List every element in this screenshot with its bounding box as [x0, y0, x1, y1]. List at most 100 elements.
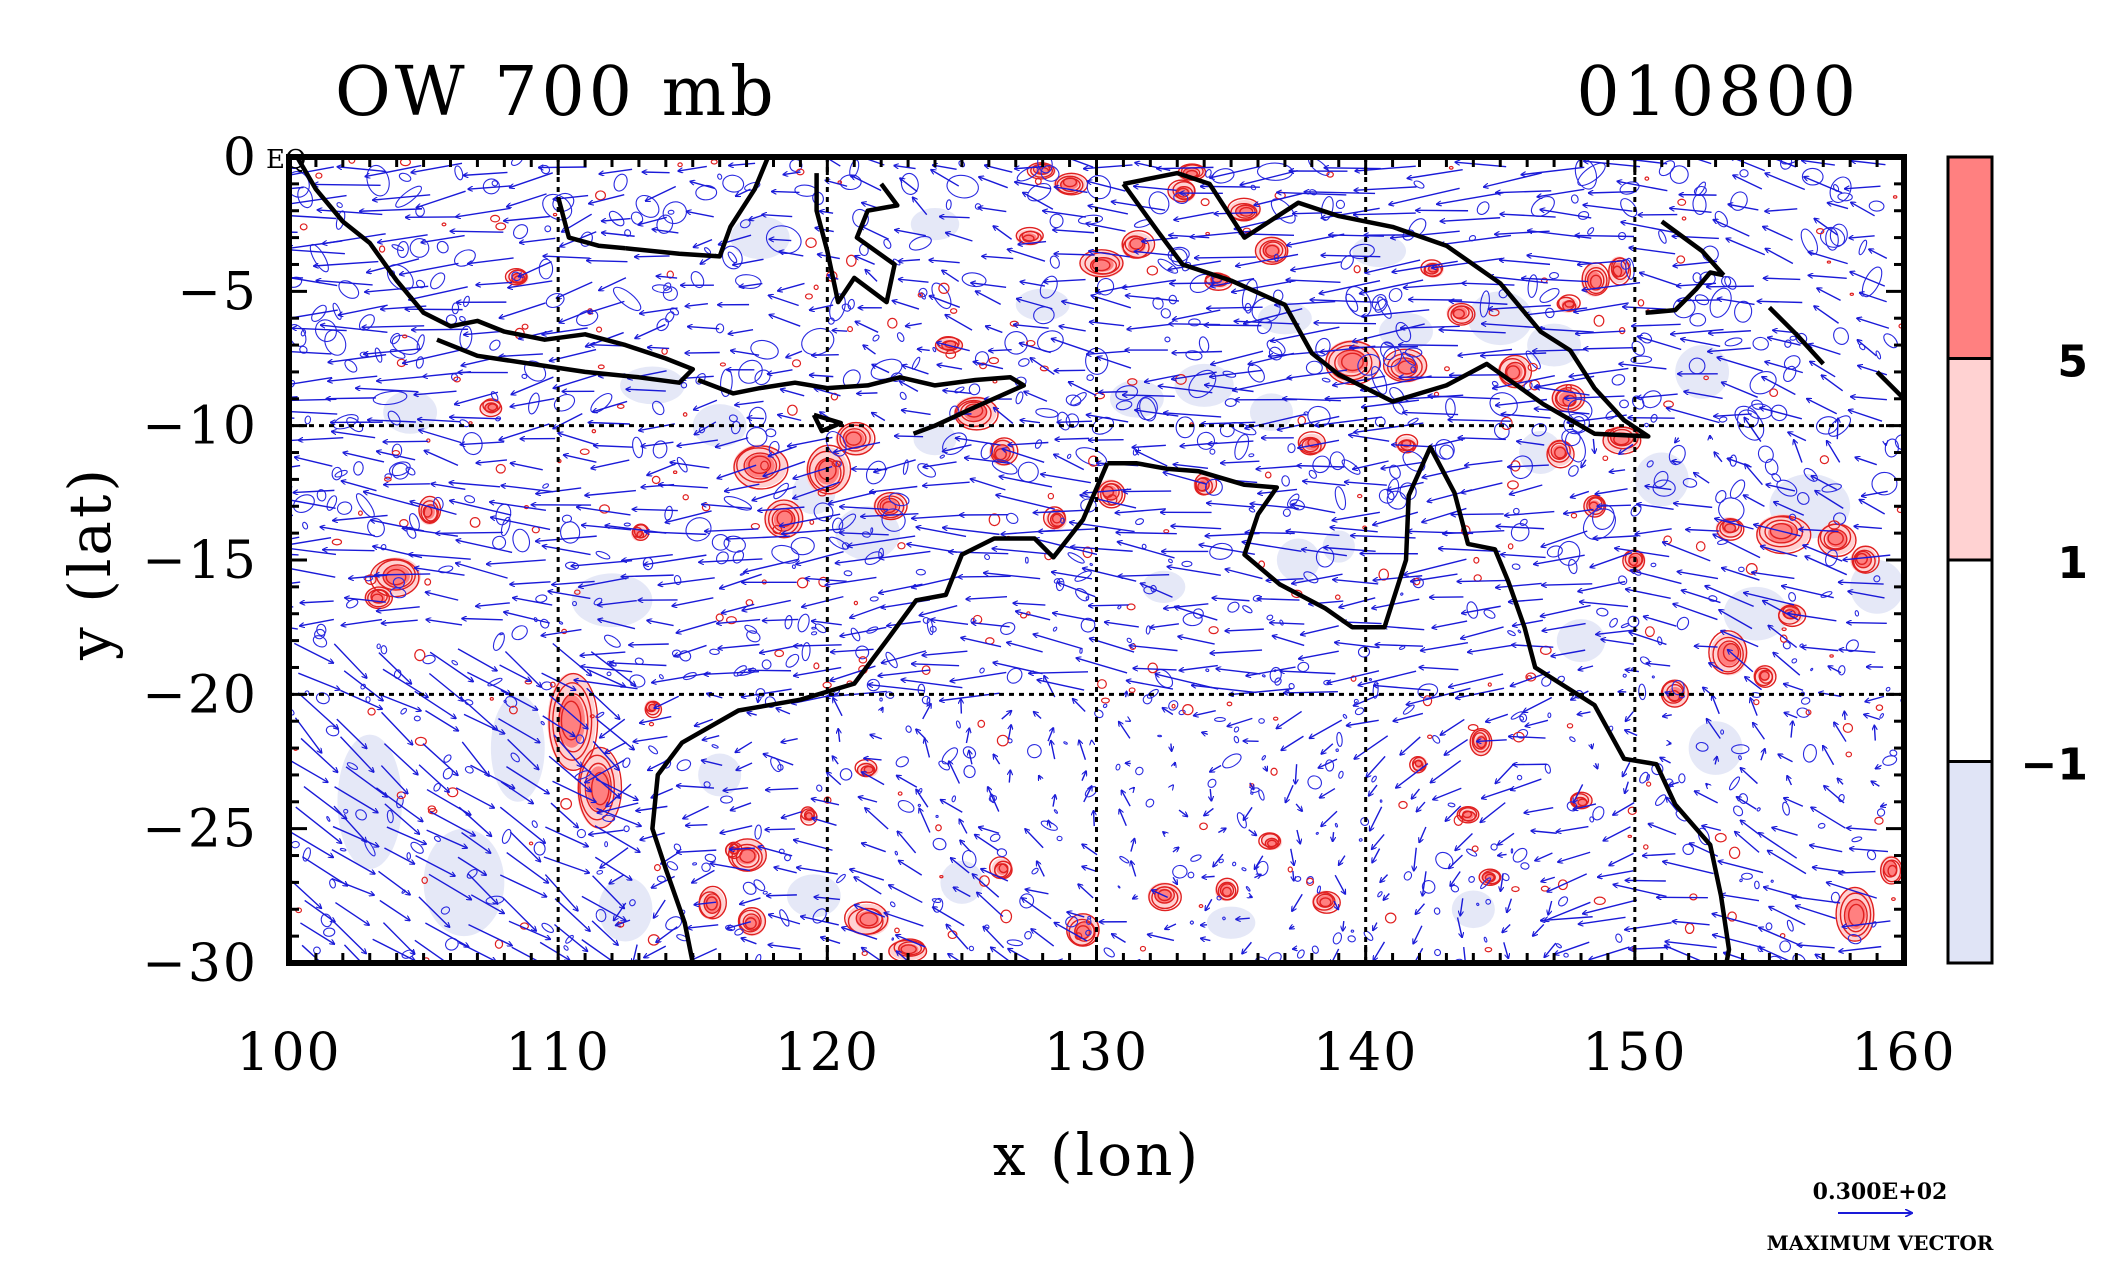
negative-ow-contour [962, 746, 977, 759]
negative-ow-region [423, 828, 505, 937]
negative-ow-contour [1371, 366, 1388, 395]
wind-vector [642, 172, 670, 173]
negative-ow-contour [353, 461, 364, 476]
positive-ow-contour [1234, 204, 1256, 219]
positive-ow-contour [1708, 630, 1748, 675]
y-tick-label: −5 [177, 262, 258, 322]
positive-ow-contour [1562, 300, 1577, 312]
negative-ow-contour [721, 245, 743, 270]
negative-ow-contour [596, 869, 604, 875]
positive-ow-contour [1259, 239, 1287, 263]
wind-vector [384, 484, 430, 485]
negative-ow-contour [613, 173, 628, 192]
wind-vector [1837, 418, 1838, 440]
wind-vector [1333, 832, 1334, 841]
negative-ow-contour [814, 623, 827, 634]
negative-ow-contour [996, 848, 1008, 858]
positive-ow-contour [1022, 234, 1035, 243]
x-tick-label: 150 [1582, 1023, 1687, 1083]
negative-ow-contour [1587, 227, 1595, 235]
negative-ow-contour [1646, 774, 1650, 781]
negative-ow-contour [1399, 482, 1417, 501]
negative-ow-region [1467, 291, 1533, 346]
negative-ow-contour [1115, 400, 1133, 411]
positive-ow-contour [859, 912, 879, 927]
negative-ow-contour [1796, 707, 1810, 718]
negative-ow-contour [415, 356, 424, 369]
negative-ow-contour [511, 625, 528, 641]
negative-ow-contour [1407, 417, 1419, 425]
wind-vector [1536, 966, 1544, 977]
positive-ow-contour [748, 455, 772, 475]
negative-ow-contour [1261, 755, 1267, 761]
wind-vector [450, 231, 504, 232]
x-tick-label: 110 [506, 1023, 611, 1083]
negative-ow-contour [1196, 431, 1216, 450]
negative-ow-contour [1720, 729, 1725, 735]
negative-ow-contour [946, 174, 979, 199]
negative-ow-contour [1757, 445, 1774, 464]
positive-ow-contour [1047, 509, 1066, 528]
negative-ow-contour [797, 613, 810, 633]
wind-vector [421, 966, 459, 982]
wind-vector [505, 965, 549, 990]
negative-ow-contour [1517, 629, 1522, 634]
negative-ow-contour [870, 527, 874, 534]
negative-ow-contour [1085, 929, 1092, 936]
negative-ow-contour [360, 683, 366, 690]
negative-ow-contour [765, 428, 777, 438]
negative-ow-contour [1577, 162, 1606, 187]
negative-ow-region [698, 753, 742, 797]
positive-ow-contour [385, 568, 407, 586]
positive-ow-contour [1452, 305, 1470, 320]
negative-ow-contour [1033, 306, 1055, 325]
negative-ow-contour [1403, 871, 1413, 881]
negative-ow-contour [1004, 331, 1028, 355]
positive-ow-contour [1341, 352, 1364, 372]
negative-ow-contour [564, 561, 580, 570]
title-left: OW 700 mb [335, 53, 778, 132]
negative-ow-contour [701, 862, 711, 872]
negative-ow-contour [302, 847, 311, 862]
negative-ow-contour [1214, 717, 1226, 722]
negative-ow-contour [487, 677, 503, 687]
positive-ow-contour [1264, 837, 1279, 849]
negative-ow-contour [1024, 930, 1032, 940]
negative-ow-contour [1582, 508, 1616, 540]
negative-ow-contour [1729, 776, 1741, 791]
positive-ow-contour [738, 909, 762, 933]
negative-ow-contour [1694, 294, 1710, 306]
positive-ow-contour [420, 500, 440, 523]
negative-ow-contour [989, 833, 1001, 842]
negative-ow-contour [1485, 898, 1492, 905]
colorbar-label: 5 [2057, 337, 2088, 388]
negative-ow-contour [1039, 275, 1058, 299]
negative-ow-contour [1847, 934, 1862, 945]
wind-vector [412, 329, 468, 330]
wind-vector [1330, 971, 1338, 995]
positive-ow-contour [1452, 308, 1465, 319]
negative-ow-contour [376, 643, 381, 650]
y-tick-label: −10 [142, 397, 258, 457]
negative-ow-contour [958, 160, 966, 168]
wind-vector [378, 964, 420, 995]
positive-ow-contour [839, 424, 871, 452]
wind-vector [1314, 323, 1377, 324]
negative-ow-contour [1146, 688, 1159, 699]
positive-ow-contour [1154, 886, 1175, 904]
negative-ow-contour [1227, 601, 1240, 613]
negative-ow-contour [651, 284, 673, 294]
negative-ow-contour [1316, 885, 1321, 894]
wind-vector [772, 191, 800, 192]
positive-ow-contour [1835, 886, 1875, 942]
negative-ow-contour [1646, 460, 1654, 468]
wind-vector [1194, 257, 1257, 258]
positive-ow-contour [1254, 236, 1289, 265]
positive-ow-contour [1401, 439, 1412, 448]
negative-ow-contour [612, 286, 642, 312]
negative-ow-contour [1516, 774, 1523, 781]
negative-ow-contour [1080, 617, 1096, 633]
wind-vector [297, 969, 329, 994]
negative-ow-contour [311, 304, 327, 322]
negative-ow-contour [917, 803, 922, 807]
